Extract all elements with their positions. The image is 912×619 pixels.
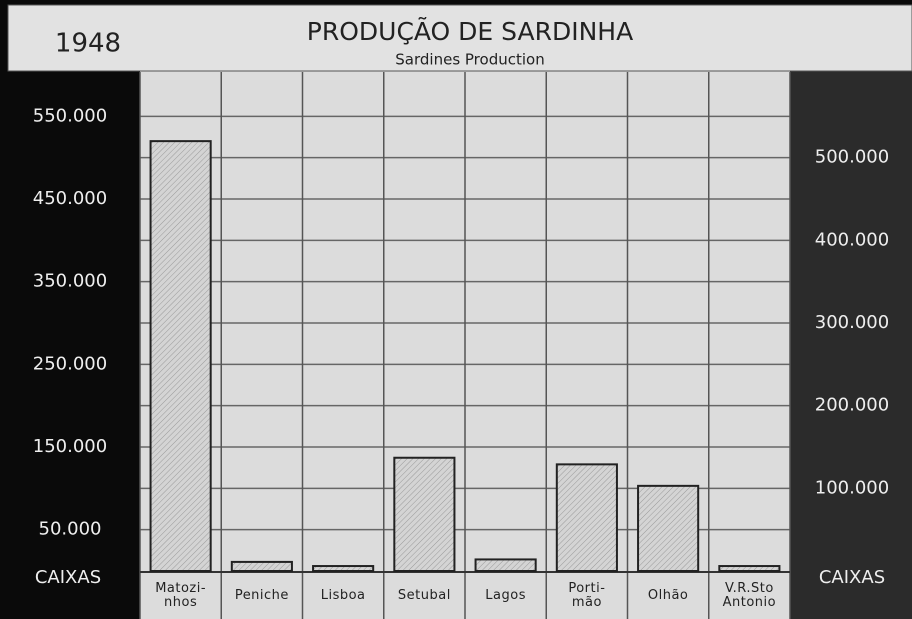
y-tick-label: 350.000	[33, 271, 107, 292]
chart-title: PRODUÇÃO DE SARDINHA	[307, 16, 633, 46]
x-tick-label: Olhão	[647, 588, 689, 603]
bar	[230, 560, 293, 573]
header-band	[7, 4, 912, 72]
year: 1948	[55, 29, 121, 59]
y-axis-label: CAIXAS	[35, 567, 101, 588]
bar	[149, 140, 212, 572]
x-tick-label: Lisboa	[320, 588, 366, 603]
bar	[637, 484, 700, 572]
y2-axis-label: CAIXAS	[819, 567, 885, 588]
bar	[718, 565, 781, 572]
chart-subtitle: Sardines Production	[395, 51, 544, 69]
bar	[393, 456, 456, 573]
y2-tick-label: 400.000	[815, 229, 889, 250]
bar	[312, 565, 375, 572]
x-tick-label: Porti- mão	[568, 581, 606, 610]
x-tick-label: Peniche	[234, 588, 289, 603]
x-tick-label: V.R.Sto Antonio	[722, 581, 777, 610]
right-panel	[790, 70, 912, 619]
x-tick-label: Lagos	[485, 588, 526, 603]
x-tick-label: Setubal	[397, 588, 451, 603]
y-tick-label: 50.000	[39, 519, 102, 540]
bar	[474, 558, 537, 573]
bar	[555, 463, 618, 572]
y-tick-label: 150.000	[33, 436, 107, 457]
y2-tick-label: 500.000	[815, 147, 889, 168]
x-tick-label: Matozi- nhos	[155, 581, 207, 610]
y-tick-label: 450.000	[33, 188, 107, 209]
y-tick-label: 550.000	[33, 105, 107, 126]
y2-tick-label: 300.000	[815, 312, 889, 333]
y-tick-label: 250.000	[33, 353, 107, 374]
y2-tick-label: 100.000	[815, 477, 889, 498]
y2-tick-label: 200.000	[815, 395, 889, 416]
